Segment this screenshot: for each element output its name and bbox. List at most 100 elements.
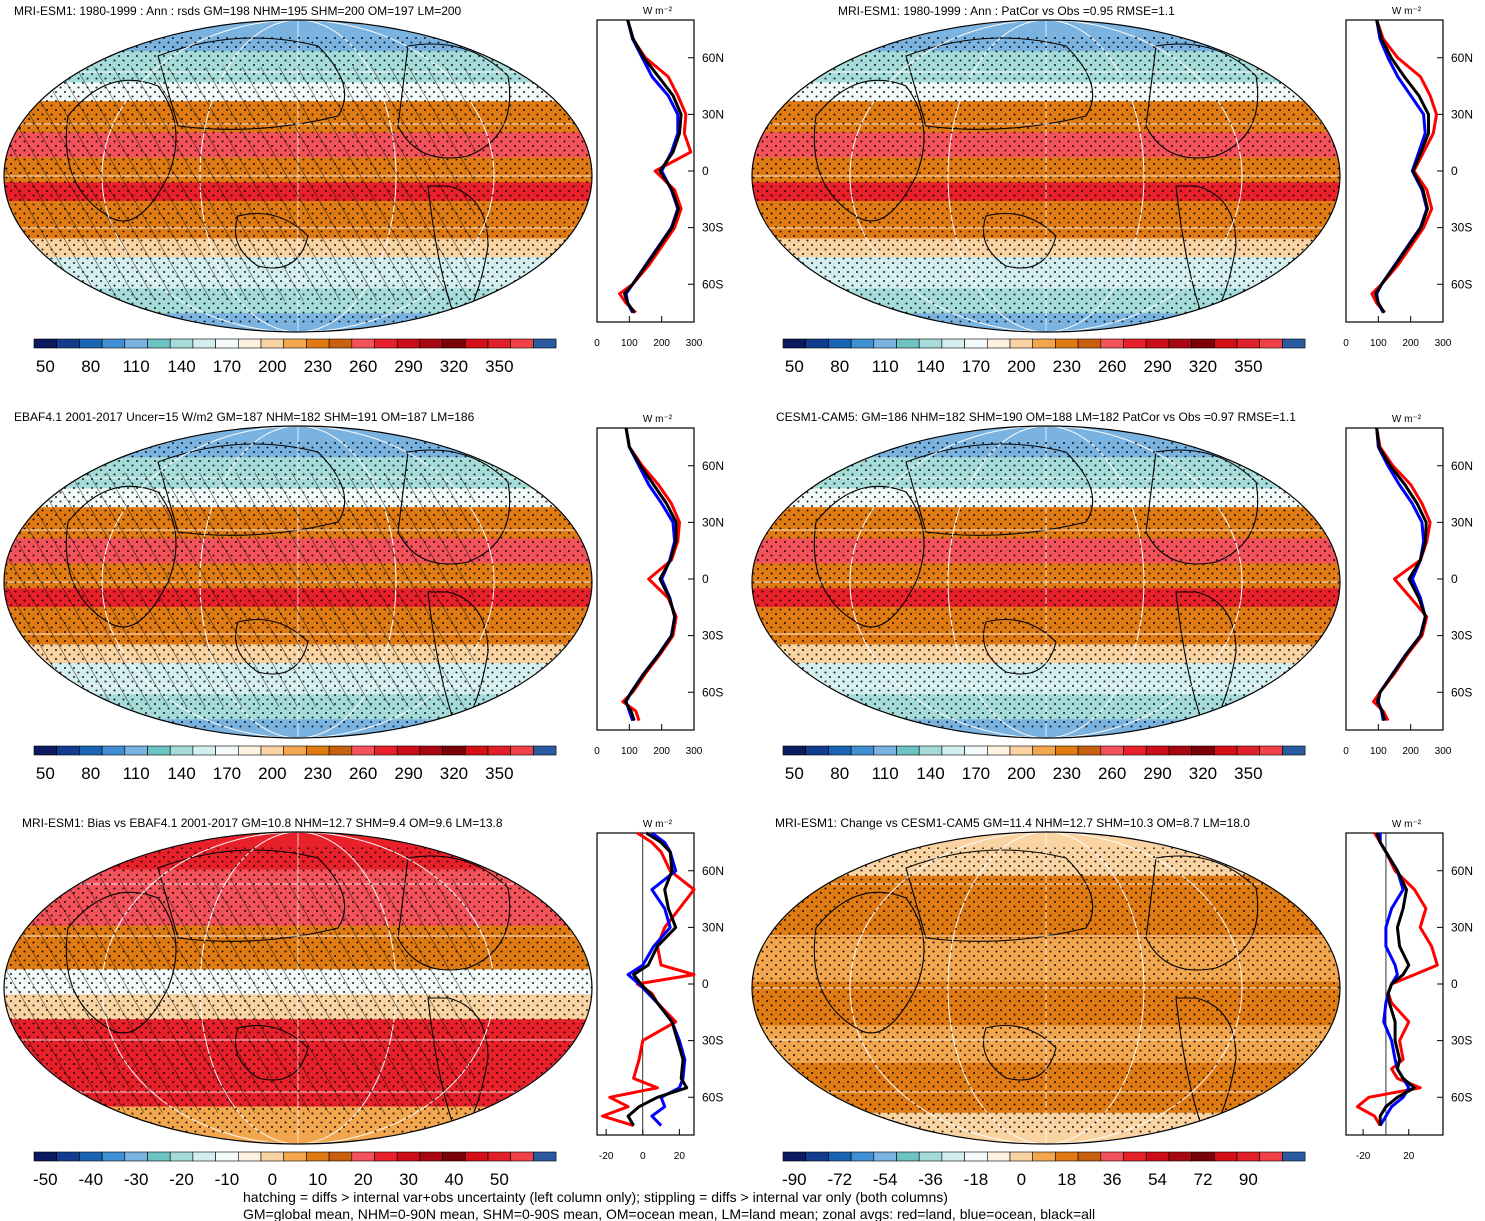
colorbar: 50 80 110 140 170 200 230 260 290 320 350 [782,338,1306,376]
zonal-unit-label: W m⁻² [1392,6,1422,17]
colorbar-label: 50 [490,1170,509,1189]
colorbar-swatch [1214,745,1238,756]
colorbar-label: 320 [1189,357,1217,376]
colorbar-label: -50 [33,1170,58,1189]
colorbar-swatch [442,745,466,756]
panel-top-right: MRI-ESM1: 1980-1999 : Ann : PatCor vs Ob… [751,4,1473,376]
colorbar-swatch [147,338,171,349]
zonal-ytick-label: 60N [1451,459,1473,473]
colorbar-swatch [215,338,239,349]
colorbar-swatch [124,338,148,349]
colorbar-swatch [238,1151,262,1162]
zonal-ytick-label: 30N [1451,515,1473,529]
colorbar-label: 230 [304,764,332,783]
zonal-plot: W m⁻² 60N 30N 0 30S 60S 0 100 200 300 [594,6,724,349]
zonal-xtick-label: 20 [674,1151,686,1162]
colorbar-swatch [464,338,489,349]
zonal-unit-label: W m⁻² [1392,819,1422,830]
colorbar-swatch [1191,338,1215,349]
colorbar-label: -36 [918,1170,943,1189]
colorbar-swatch [1077,338,1102,349]
zonal-ytick-label: 60N [702,51,724,65]
zonal-series-all [626,831,689,1127]
colorbar-label: 260 [349,357,377,376]
colorbar-swatch [238,745,262,756]
panel-title: MRI-ESM1: 1980-1999 : Ann : rsds GM=198 … [14,4,462,18]
colorbar-swatch [964,1151,988,1162]
colorbar-swatch [442,338,466,349]
map-field [4,426,592,738]
colorbar-label: 230 [1053,764,1081,783]
zonal-xtick-label: 300 [1435,338,1452,349]
colorbar-swatch [396,338,421,349]
colorbar-swatch [419,1151,443,1162]
zonal-ytick-label: 60N [1451,864,1473,878]
colorbar-label: 260 [1098,764,1126,783]
colorbar-label: 110 [872,764,899,783]
colorbar-label: 10 [308,1170,327,1189]
zonal-xtick-label: -20 [599,1151,614,1162]
panel-title: MRI-ESM1: Change vs CESM1-CAM5 GM=11.4 N… [775,816,1250,830]
colorbar-swatch [396,1151,421,1162]
panel-bot-right: MRI-ESM1: Change vs CESM1-CAM5 GM=11.4 N… [751,816,1473,1189]
colorbar-label: 200 [1007,764,1035,783]
colorbar-swatch [1236,745,1261,756]
colorbar-label: 110 [872,357,899,376]
colorbar-swatch [1009,745,1034,756]
colorbar-swatch [169,1151,194,1162]
zonal-series-land [1370,19,1438,314]
colorbar-swatch [215,745,239,756]
colorbar-label: 54 [1148,1170,1167,1189]
colorbar-swatch [101,1151,126,1162]
zonal-ytick-label: 30S [702,221,723,235]
colorbar-label: 0 [268,1170,277,1189]
zonal-ytick-label: 60N [702,459,724,473]
colorbar-swatch [56,338,80,349]
colorbar-swatch [510,338,534,349]
colorbar-label: 50 [36,357,55,376]
map-field [4,20,592,332]
colorbar-label: 18 [1057,1170,1076,1189]
colorbar-swatch [351,338,375,349]
colorbar-swatch [419,745,443,756]
colorbar-swatch [283,338,307,349]
colorbar-swatch [1168,1151,1192,1162]
colorbar-label: 200 [258,764,286,783]
zonal-unit-label: W m⁻² [643,414,673,425]
colorbar-swatch [351,745,375,756]
zonal-xtick-label: 300 [686,746,703,757]
panel-bot-left: MRI-ESM1: Bias vs EBAF4.1 2001-2017 GM=1… [3,816,724,1189]
colorbar-swatch [1168,338,1192,349]
colorbar-label: 170 [213,764,241,783]
colorbar-swatch [33,745,58,756]
colorbar-swatch [147,745,171,756]
colorbar-swatch [1032,745,1056,756]
zonal-xtick-label: 20 [1403,1151,1415,1162]
colorbar-label: 170 [962,357,990,376]
zonal-ytick-label: 30S [702,629,723,643]
colorbar-swatch [850,338,875,349]
colorbar-label: 290 [394,764,422,783]
colorbar-swatch [169,745,194,756]
colorbar-swatch [1123,338,1147,349]
map-outline [3,831,593,1145]
zonal-unit-label: W m⁻² [643,6,673,17]
zonal-xtick-label: 0 [1343,746,1349,757]
colorbar-label: 36 [1103,1170,1122,1189]
zonal-series-all [624,427,678,722]
map-outline [3,19,593,333]
colorbar-swatch [1191,1151,1215,1162]
colorbar-swatch [374,745,398,756]
colorbar-swatch [396,745,421,756]
colorbar-label: 290 [394,357,422,376]
colorbar-swatch [828,745,852,756]
colorbar-swatch [964,745,988,756]
colorbar-swatch [1191,745,1215,756]
colorbar-swatch [918,338,943,349]
zonal-plot: W m⁻² 60N 30N 0 30S 60S 0 100 200 300 [1343,6,1473,349]
colorbar-swatch [805,1151,829,1162]
colorbar-swatch [1123,1151,1147,1162]
zonal-series-all [1375,832,1416,1126]
zonal-ytick-label: 60S [1451,685,1472,699]
zonal-ytick-label: 0 [702,164,709,178]
